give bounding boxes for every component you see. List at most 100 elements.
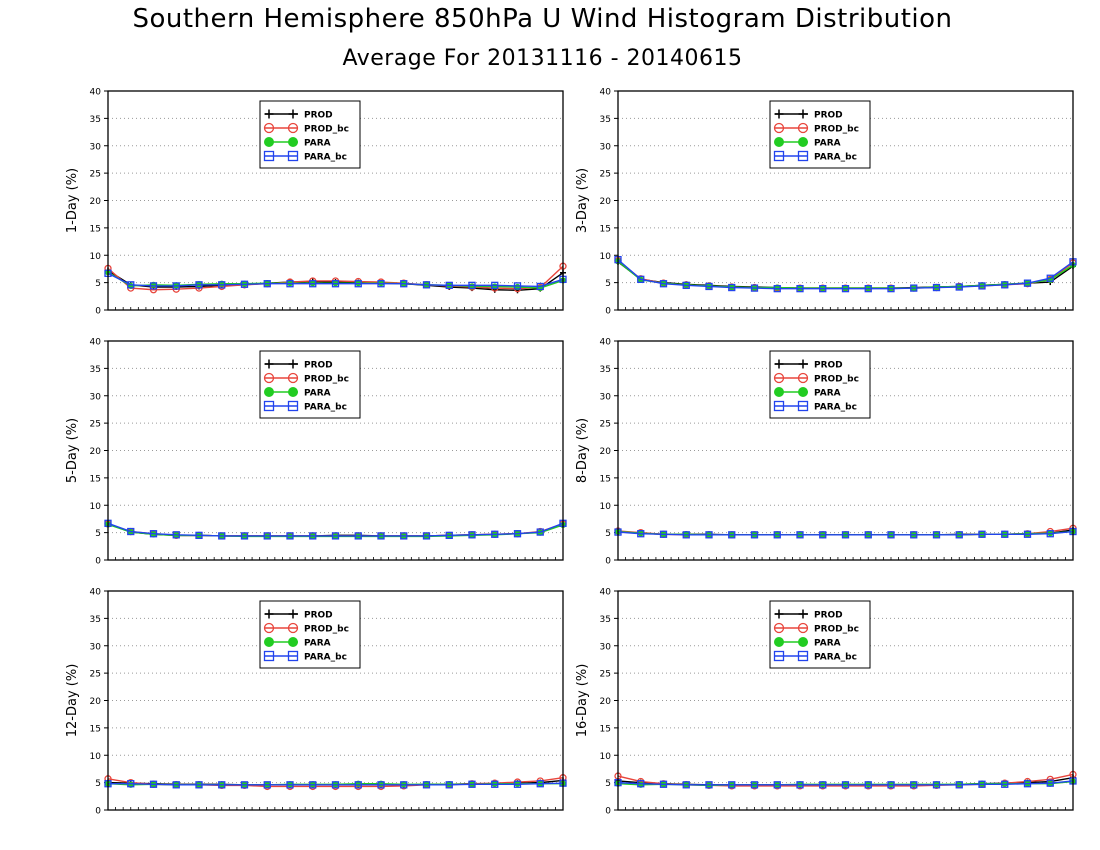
legend-label: PROD (814, 611, 843, 621)
y-tick-label: 0 (95, 307, 101, 317)
data-point-PARA_bc (422, 532, 431, 540)
data-point-PARA_bc (240, 781, 249, 789)
panel-4: 0 5 10 15 20 25 30 35 40 8-Day (%) PROD PROD_bc PARA… (575, 338, 1077, 567)
y-tick-label: 5 (605, 529, 611, 539)
data-point-PARA_bc (796, 284, 804, 293)
y-axis-label: 5-Day (%) (65, 418, 80, 483)
data-point-PARA_bc (422, 281, 431, 289)
y-tick-label: 5 (95, 529, 101, 539)
y-tick-label: 30 (90, 142, 102, 152)
data-point-PARA_bc (172, 282, 180, 290)
y-tick-label: 0 (95, 557, 101, 567)
data-point-PARA_bc (1023, 279, 1032, 287)
data-point-PARA_bc (536, 528, 544, 536)
y-tick-label: 15 (600, 724, 611, 734)
data-point-PARA_bc (978, 282, 986, 290)
data-point-PARA_bc (354, 532, 362, 540)
y-tick-label: 30 (90, 392, 102, 402)
y-tick-label: 20 (600, 697, 612, 707)
panel-5: 0 5 10 15 20 25 30 35 40 12-Day (%) PROD PROD_bc PAR… (65, 588, 567, 817)
data-point-PARA_bc (195, 531, 203, 540)
y-tick-label: 5 (605, 279, 611, 289)
y-tick-label: 40 (600, 588, 612, 598)
data-point-PARA_bc (263, 532, 271, 540)
data-point-PARA_bc (887, 531, 895, 539)
data-point-PARA_bc (705, 781, 713, 789)
data-point-PARA_bc (1046, 779, 1054, 787)
legend-marker (263, 400, 275, 412)
legend-label: PARA (304, 639, 331, 649)
legend-label: PROD_bc (304, 625, 349, 635)
data-point-PARA_bc (682, 531, 690, 539)
data-point-PARA_bc (637, 275, 645, 283)
data-point-PARA_bc (377, 532, 385, 540)
y-tick-label: 15 (90, 724, 101, 734)
data-point-PARA_bc (240, 280, 249, 288)
data-point-PARA_bc (978, 780, 986, 788)
y-tick-label: 10 (90, 502, 102, 512)
data-point-PARA_bc (468, 531, 476, 539)
data-point-PARA_bc (932, 531, 941, 539)
data-point-PARA_bc (240, 532, 249, 540)
legend-box (769, 600, 871, 669)
data-point-PARA_bc (513, 282, 522, 290)
y-tick-label: 35 (90, 615, 101, 625)
data-point-PARA_bc (127, 780, 135, 788)
data-point-PARA_bc (773, 781, 781, 789)
data-point-PARA_bc (195, 281, 203, 289)
y-tick-label: 10 (600, 752, 612, 762)
legend-label: PARA_bc (814, 403, 857, 413)
data-point-PARA_bc (331, 280, 340, 288)
legend-marker (773, 622, 785, 634)
data-point-PARA_bc (263, 280, 271, 288)
data-point-PARA_bc (796, 531, 804, 539)
data-point-PARA_bc (705, 531, 713, 539)
legend-marker (798, 137, 808, 147)
legend-marker (287, 622, 299, 634)
y-tick-label: 5 (95, 279, 101, 289)
y-tick-label: 15 (600, 224, 611, 234)
data-point-PARA_bc (773, 531, 781, 539)
y-axis-label: 12-Day (%) (65, 664, 80, 738)
y-tick-label: 35 (600, 115, 611, 125)
y-tick-label: 40 (90, 338, 102, 348)
plot-frame (107, 90, 564, 311)
legend-marker (797, 122, 809, 134)
data-point-PARA_bc (491, 530, 499, 538)
legend-label: PROD (304, 361, 333, 371)
data-point-PARA_bc (445, 781, 453, 789)
data-point-PARA_bc (932, 283, 941, 292)
y-tick-label: 15 (90, 474, 101, 484)
legend-label: PARA (814, 389, 841, 399)
legend-marker (797, 150, 809, 162)
y-tick-label: 10 (600, 502, 612, 512)
data-point-PARA_bc (796, 781, 804, 789)
y-tick-label: 10 (90, 252, 102, 262)
data-point-PARA_bc (468, 780, 476, 788)
data-point-PARA_bc (286, 532, 294, 540)
data-point-PARA_bc (218, 532, 226, 540)
y-tick-label: 40 (90, 88, 102, 98)
data-point-PARA_bc (536, 780, 544, 788)
y-tick-label: 25 (90, 420, 101, 430)
legend-label: PARA_bc (304, 403, 347, 413)
data-point-PARA_bc (309, 781, 317, 789)
data-point-PARA_bc (910, 781, 918, 789)
data-point-PARA_bc (445, 531, 453, 540)
series-line-PARA_bc (107, 272, 564, 288)
data-point-PARA_bc (354, 280, 362, 288)
legend-label: PARA (814, 139, 841, 149)
legend-marker (773, 372, 785, 384)
y-tick-label: 5 (95, 779, 101, 789)
data-point-PARA_bc (127, 281, 135, 289)
legend-label: PROD (814, 111, 843, 121)
data-point-PARA_bc (422, 781, 431, 789)
legend-marker (773, 122, 785, 134)
data-point-PARA_bc (728, 781, 736, 789)
y-tick-label: 0 (605, 557, 611, 567)
y-tick-label: 0 (605, 307, 611, 317)
legend-label: PARA_bc (814, 153, 857, 163)
data-point-PARA_bc (864, 531, 872, 539)
plot-frame (107, 340, 564, 561)
legend-marker (798, 387, 808, 397)
